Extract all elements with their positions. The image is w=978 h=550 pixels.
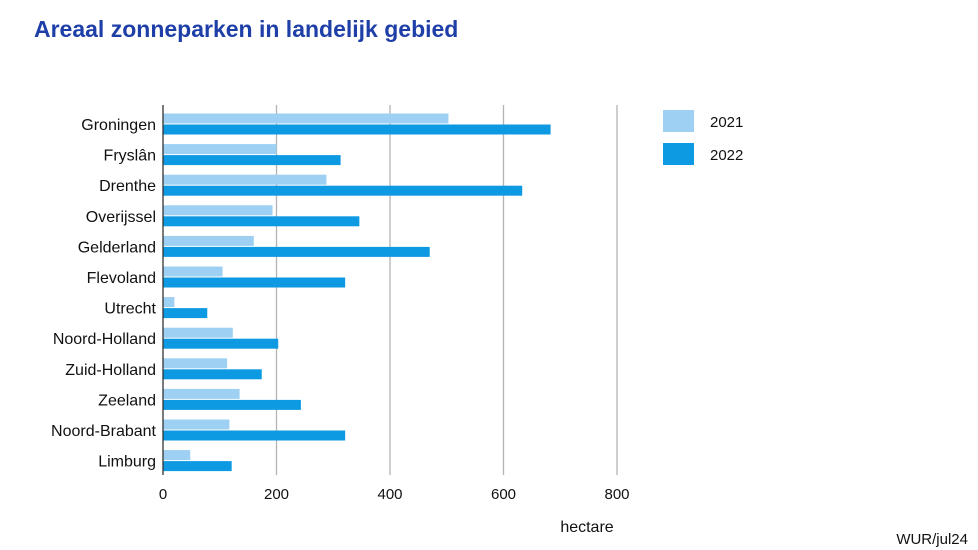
- bar-2021-drenthe: [163, 174, 327, 185]
- bar-2021-noord-brabant: [163, 419, 230, 430]
- bar-2022-groningen: [163, 124, 551, 135]
- x-tick-label: 200: [264, 486, 289, 503]
- category-label: Groningen: [81, 117, 156, 134]
- bar-2022-noord-holland: [163, 338, 279, 349]
- category-label: Fryslân: [104, 148, 156, 165]
- category-label: Zeeland: [98, 392, 156, 409]
- legend-swatch-2022: [663, 143, 694, 165]
- bar-2021-flevoland: [163, 266, 223, 277]
- bar-2022-utrecht: [163, 308, 208, 319]
- category-label: Noord-Holland: [53, 331, 156, 348]
- bar-2022-zuid-holland: [163, 369, 262, 380]
- legend-swatch-2021: [663, 110, 694, 132]
- bar-2021-noord-holland: [163, 327, 233, 338]
- x-tick-label: 600: [491, 486, 516, 503]
- bar-2022-noord-brabant: [163, 430, 346, 441]
- category-label: Utrecht: [104, 301, 156, 318]
- bar-2021-groningen: [163, 113, 449, 124]
- bar-2021-overijssel: [163, 205, 273, 216]
- x-tick-label: 0: [159, 486, 167, 503]
- bar-2021-zeeland: [163, 388, 240, 399]
- category-label: Drenthe: [99, 178, 156, 195]
- category-label: Zuid-Holland: [65, 362, 156, 379]
- x-tick-label: 800: [604, 486, 629, 503]
- bar-2021-zuid-holland: [163, 358, 228, 369]
- bar-2022-drenthe: [163, 185, 523, 196]
- bar-2021-gelderland: [163, 235, 254, 246]
- legend-label-2021: 2021: [710, 114, 743, 131]
- bar-2022-overijssel: [163, 216, 360, 227]
- category-label: Gelderland: [78, 239, 156, 256]
- bar-2022-frysl-n: [163, 155, 341, 166]
- bar-2022-zeeland: [163, 399, 301, 410]
- bar-2021-limburg: [163, 450, 191, 461]
- category-label: Noord-Brabant: [51, 423, 157, 440]
- bar-2021-frysl-n: [163, 144, 277, 155]
- category-label: Limburg: [98, 454, 156, 471]
- source-note: WUR/jul24: [896, 531, 968, 548]
- category-label: Overijssel: [86, 209, 156, 226]
- bar-2022-limburg: [163, 461, 232, 472]
- x-tick-label: 400: [377, 486, 402, 503]
- bar-2022-gelderland: [163, 246, 430, 257]
- bar-2021-utrecht: [163, 297, 175, 308]
- category-label: Flevoland: [87, 270, 156, 287]
- chart-title: Areaal zonneparken in landelijk gebied: [34, 16, 459, 42]
- legend-label-2022: 2022: [710, 147, 743, 164]
- x-axis-title: hectare: [560, 519, 613, 536]
- bar-2022-flevoland: [163, 277, 346, 288]
